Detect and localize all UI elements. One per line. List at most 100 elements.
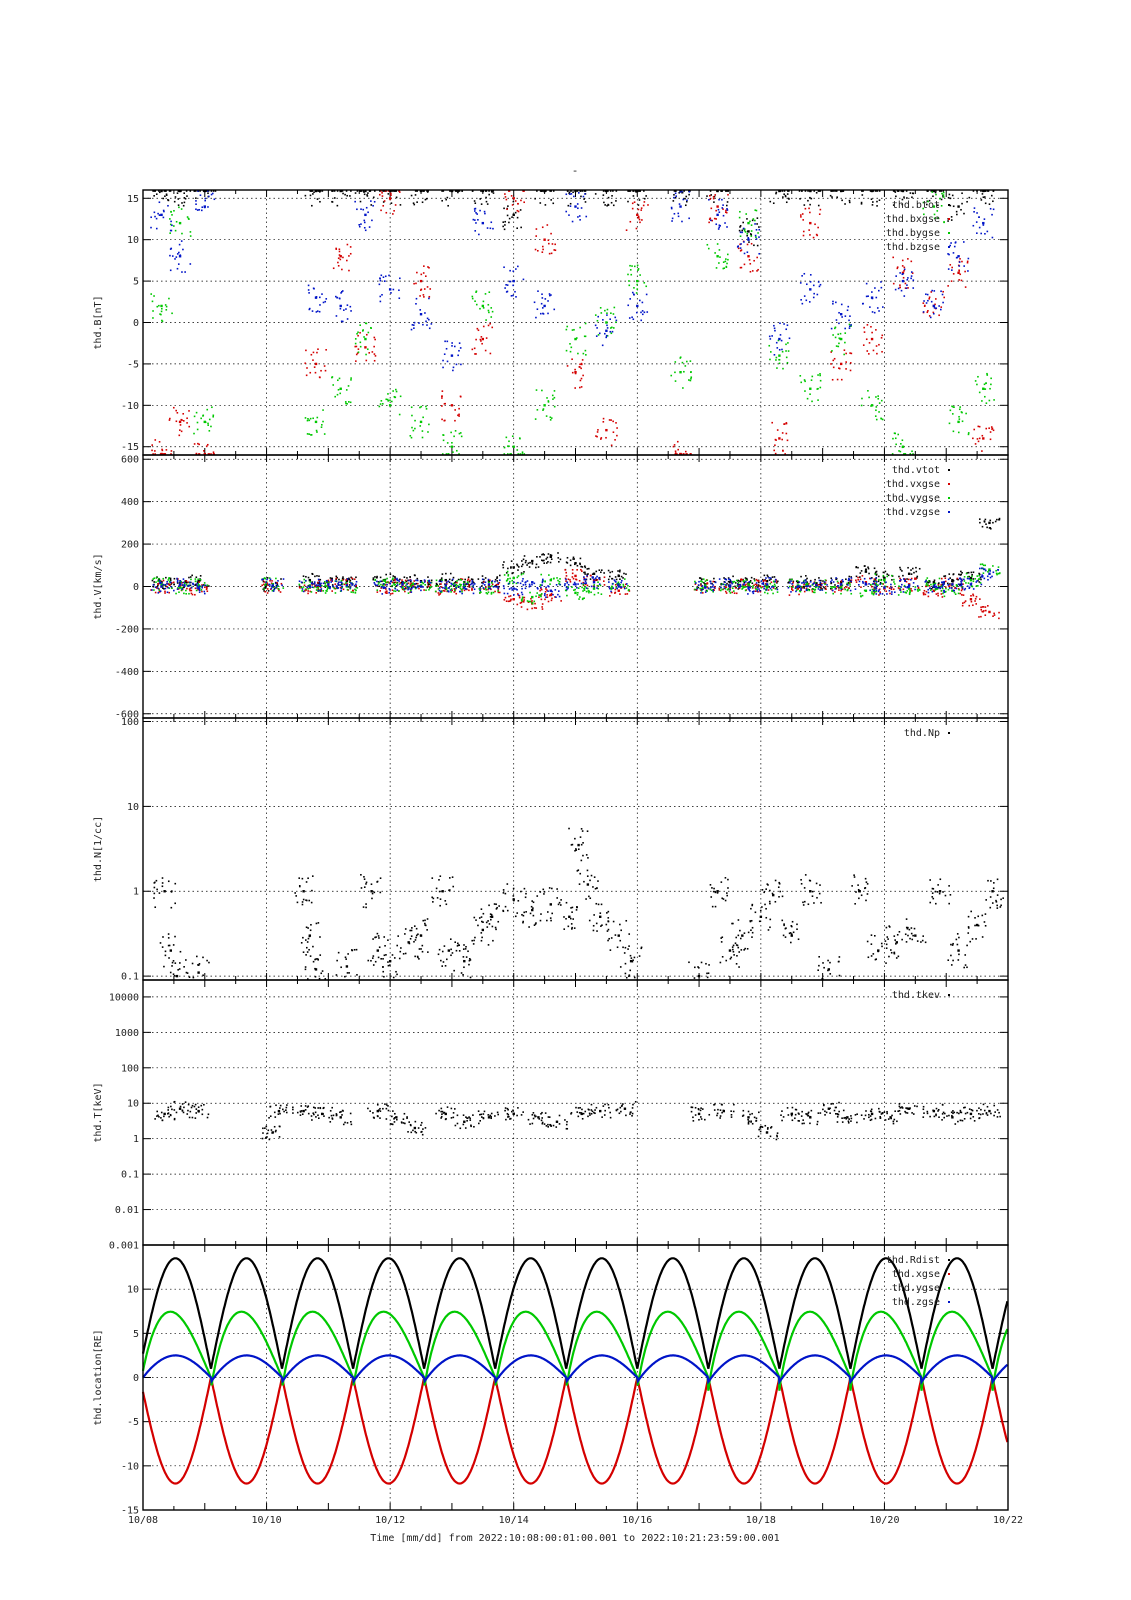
data-point — [931, 289, 933, 292]
data-point — [960, 208, 962, 211]
data-point — [611, 583, 614, 585]
data-point — [373, 200, 376, 203]
data-point — [840, 378, 843, 381]
data-point — [350, 576, 352, 579]
data-point — [871, 190, 874, 192]
data-point — [806, 583, 808, 586]
data-point — [327, 582, 330, 584]
data-point — [347, 953, 349, 955]
data-point — [935, 298, 937, 300]
data-point — [419, 420, 423, 424]
data-point — [636, 283, 638, 286]
data-point — [847, 579, 850, 582]
data-point — [502, 585, 505, 587]
data-point — [635, 227, 638, 230]
data-point — [420, 405, 423, 408]
data-point — [277, 580, 279, 582]
data-point — [382, 201, 385, 203]
data-point — [878, 289, 880, 292]
data-point — [553, 405, 556, 408]
data-point — [164, 304, 167, 306]
data-point — [440, 586, 443, 588]
data-point — [181, 581, 184, 584]
data-point — [513, 581, 515, 584]
data-point — [456, 449, 458, 452]
data-point — [989, 519, 992, 522]
data-point — [592, 577, 594, 579]
data-point — [567, 586, 570, 588]
data-point — [519, 582, 522, 585]
data-point — [302, 575, 305, 577]
data-point — [337, 379, 339, 382]
data-point — [756, 244, 759, 247]
data-point — [636, 189, 639, 193]
data-point — [728, 590, 731, 593]
data-point — [333, 197, 336, 199]
data-point — [923, 300, 925, 302]
data-point — [472, 592, 475, 595]
data-point — [304, 968, 307, 971]
data-point — [639, 190, 641, 192]
data-point — [203, 584, 205, 586]
data-point — [584, 193, 586, 195]
data-point — [298, 586, 301, 589]
data-point — [872, 190, 875, 192]
data-point — [508, 190, 511, 192]
data-point — [370, 883, 373, 886]
data-point — [775, 341, 778, 344]
data-point — [517, 581, 519, 584]
data-point — [802, 234, 805, 237]
data-point — [572, 558, 574, 560]
data-point — [677, 212, 680, 215]
data-point — [848, 323, 851, 326]
data-point — [508, 440, 510, 443]
data-point — [926, 293, 929, 296]
data-point — [301, 901, 304, 903]
data-point — [762, 580, 765, 583]
data-point — [752, 585, 754, 587]
data-point — [989, 387, 991, 390]
data-point — [675, 195, 677, 197]
data-point — [510, 587, 513, 589]
data-point — [204, 421, 207, 424]
data-point — [896, 190, 899, 192]
data-point — [977, 375, 979, 378]
data-point — [711, 582, 713, 585]
data-point — [778, 348, 781, 351]
data-point — [674, 196, 677, 199]
data-point — [341, 320, 344, 323]
data-point — [306, 941, 309, 943]
data-point — [815, 582, 818, 585]
data-point — [934, 587, 937, 590]
data-point — [305, 881, 308, 883]
data-point — [983, 383, 986, 386]
data-point — [557, 557, 560, 559]
data-point — [184, 581, 187, 584]
data-point — [412, 582, 414, 584]
legend-label: thd.vzgse — [886, 507, 940, 518]
data-point — [911, 450, 913, 453]
data-point — [900, 579, 902, 581]
data-point — [849, 369, 852, 372]
data-point — [534, 248, 537, 251]
data-point — [402, 581, 404, 584]
data-point — [960, 580, 962, 583]
data-point — [737, 247, 740, 250]
data-point — [211, 406, 213, 409]
data-point — [965, 412, 967, 415]
data-point — [604, 204, 606, 206]
data-point — [927, 190, 929, 192]
data-point — [366, 195, 369, 197]
data-point — [466, 579, 469, 582]
data-point — [424, 312, 426, 314]
data-point — [557, 590, 560, 592]
data-point — [389, 589, 391, 591]
data-point — [267, 590, 270, 592]
data-point — [517, 265, 519, 268]
data-point — [520, 199, 522, 202]
data-point — [798, 586, 801, 589]
legend-label: thd.vxgse — [886, 479, 940, 490]
data-point — [421, 436, 424, 439]
data-point — [349, 579, 352, 582]
data-point — [869, 583, 872, 586]
